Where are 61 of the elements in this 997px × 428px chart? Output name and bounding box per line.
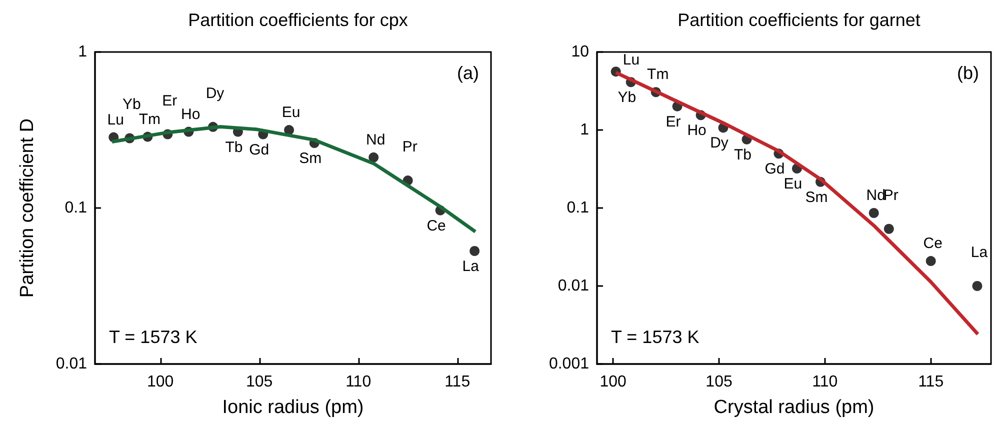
y-tick-label: 0.1	[566, 200, 590, 216]
chart-title: Partition coefficients for garnet	[678, 10, 920, 30]
x-tick-label: 115	[918, 374, 944, 390]
annotation: Tm	[647, 66, 669, 84]
y-tick-label: 1	[580, 122, 590, 138]
x-tick-label: 110	[812, 374, 838, 390]
annotation: Lu	[622, 52, 640, 69]
annotation: Er	[162, 92, 178, 110]
point	[284, 125, 294, 136]
annotation: Lu	[107, 111, 124, 128]
annotation: Ce	[923, 235, 942, 252]
annotation: Sm	[805, 188, 828, 206]
line-series	[110, 124, 478, 234]
annotation: Pr	[883, 186, 898, 204]
annotation: Tb	[734, 146, 752, 164]
annotation: La	[462, 258, 480, 276]
x-tick-label: 105	[246, 374, 273, 390]
annotation: (a)	[457, 63, 479, 83]
point	[884, 224, 894, 234]
point	[470, 246, 480, 256]
y-tick-label: 0.01	[56, 356, 88, 372]
chart-title: Partition coefficients for cpx	[188, 10, 408, 30]
annotation: Yb	[618, 89, 636, 106]
x-tick-label: 100	[600, 374, 627, 390]
y-tick-label: 0.001	[548, 356, 590, 372]
annotation: Nd	[366, 131, 386, 148]
annotation: Gd	[764, 160, 785, 178]
annotation: Sm	[299, 150, 322, 168]
point	[368, 152, 379, 162]
annotation: Yb	[122, 96, 141, 114]
annotation: Dy	[710, 134, 729, 152]
y-tick-label: 0.01	[558, 278, 590, 294]
point	[972, 281, 982, 291]
y-tick-label: 1	[78, 44, 88, 60]
y-axis-title: Partition coefficient D	[17, 118, 38, 298]
point	[868, 208, 879, 218]
annotation: Eu	[784, 175, 802, 192]
annotation: Er	[666, 113, 681, 130]
annotation: Eu	[282, 104, 300, 122]
x-axis-title: Ionic radius (pm)	[222, 397, 364, 418]
annotation: T = 1573 K	[611, 327, 700, 347]
annotation: T = 1573 K	[109, 327, 198, 347]
x-tick-label: 115	[444, 374, 470, 390]
annotation: Nd	[866, 186, 886, 204]
annotation: Ho	[181, 106, 200, 123]
annotation: Ce	[426, 217, 446, 234]
x-axis-title: Crystal radius (pm)	[714, 397, 874, 418]
annotation: Pr	[402, 138, 418, 156]
annotation: Ho	[687, 122, 706, 140]
y-tick-label: 10	[571, 44, 590, 60]
annotation: (b)	[957, 63, 979, 83]
y-tick-label: 0.1	[64, 200, 88, 216]
annotation: Tm	[138, 110, 161, 128]
x-tick-label: 105	[706, 374, 732, 390]
x-tick-label: 110	[346, 374, 372, 390]
annotation: Tb	[225, 138, 243, 156]
point	[926, 256, 936, 266]
annotation: Dy	[206, 84, 225, 102]
annotation: Gd	[249, 141, 270, 158]
annotation: La	[970, 244, 988, 261]
x-tick-label: 100	[146, 374, 174, 390]
